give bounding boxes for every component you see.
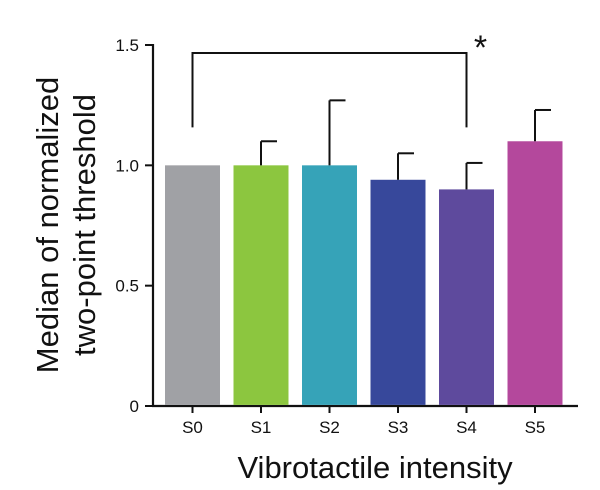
x-tick-label: S0 [182, 418, 203, 437]
bar-s1 [233, 165, 289, 405]
x-axis-title: Vibrotactile intensity [237, 450, 513, 485]
y-axis-title: Median of normalized two-point threshold [30, 77, 102, 373]
x-axis: S0 S1 S2 S3 S4 S5 [152, 404, 578, 437]
y-axis-title-line: two-point threshold [67, 94, 102, 356]
bar-s4 [439, 189, 494, 405]
significance-line [191, 52, 468, 128]
y-tick-label: 0.5 [115, 277, 139, 296]
x-tick-label: S5 [525, 418, 546, 437]
y-tick-label: 1.0 [115, 156, 139, 175]
y-tick-label: 1.5 [115, 36, 139, 55]
y-axis: 0 0.5 1.0 1.5 [115, 36, 155, 416]
significance-bracket: * [191, 29, 487, 128]
bar-s3 [370, 179, 426, 405]
x-tick-label: S2 [319, 418, 340, 437]
error-bars [260, 99, 551, 190]
bar-s5 [507, 141, 563, 405]
x-tick-label: S1 [251, 418, 272, 437]
bar-s0 [165, 165, 220, 405]
y-tick-label: 0 [130, 397, 139, 416]
x-tick-label: S3 [388, 418, 409, 437]
bars [165, 141, 563, 405]
x-tick-label: S4 [456, 418, 477, 437]
significance-star: * [474, 29, 487, 67]
y-axis-title-line: Median of normalized [30, 77, 65, 373]
bar-s2 [302, 165, 357, 405]
